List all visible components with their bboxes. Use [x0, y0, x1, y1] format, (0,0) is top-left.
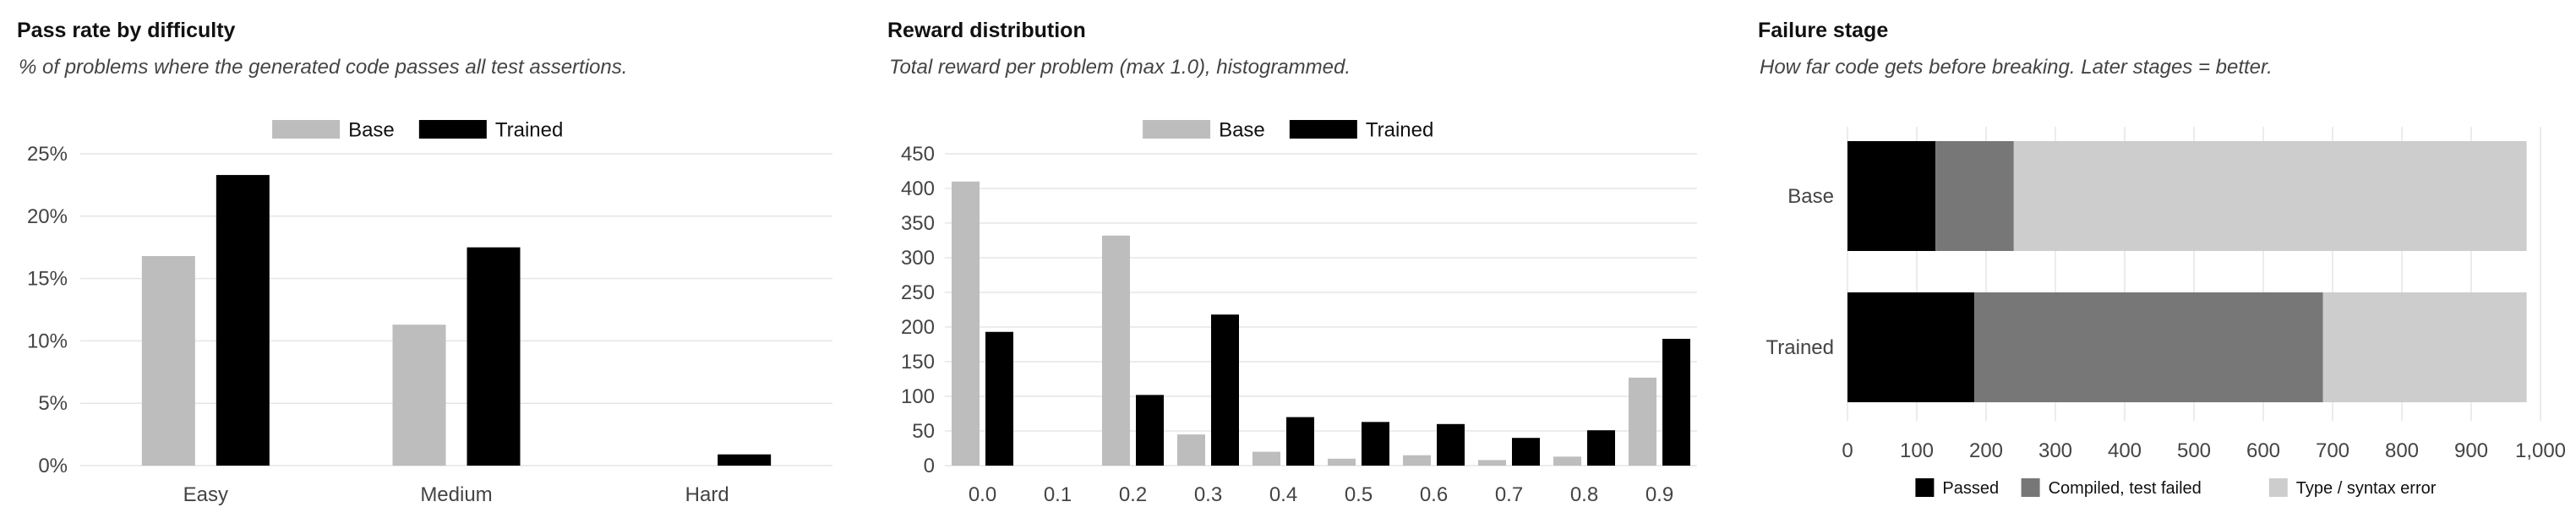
bar-trained-0.4 — [1286, 417, 1314, 466]
y-tick-label: 0% — [38, 455, 68, 477]
bar-trained-medium — [467, 247, 521, 466]
x-tick-label: 0.8 — [1570, 483, 1598, 506]
chart-subtitle: How far code gets before breaking. Later… — [1760, 56, 2273, 79]
bar-trained-0.0 — [985, 331, 1013, 466]
bar-base-0.7 — [1478, 460, 1506, 466]
chart-title: Reward distribution — [887, 19, 1086, 42]
x-tick-label: 400 — [2108, 439, 2142, 462]
bar-trained-type-syntax-error — [2322, 292, 2527, 402]
pass-rate-panel: Pass rate by difficulty % of problems wh… — [0, 0, 845, 529]
x-tick-label: 0.5 — [1345, 483, 1373, 506]
legend-swatch-trained — [418, 120, 487, 139]
y-tick-label: 350 — [901, 212, 935, 235]
bar-trained-compiled-test-failed — [1974, 292, 2323, 402]
legend-label-compiled-test-failed: Compiled, test failed — [2049, 479, 2202, 498]
x-tick-label: 600 — [2246, 439, 2280, 462]
bar-trained-0.3 — [1211, 314, 1239, 466]
failure-stage-chart: 0 100 200 300 400 500 600 700 800 900 1,000 Base Tra… — [1766, 127, 2566, 498]
x-tick-label: 700 — [2316, 439, 2350, 462]
failure-stage-panel: Failure stage How far code gets before b… — [1741, 0, 2576, 529]
x-tick-label: 0.1 — [1044, 483, 1072, 506]
y-tick-label: 5% — [38, 392, 68, 415]
x-tick-label: 1,000 — [2515, 439, 2566, 462]
y-tick-label: 150 — [901, 351, 935, 374]
bar-trained-hard — [718, 454, 772, 466]
legend-label-type-syntax-error: Type / syntax error — [2296, 479, 2437, 498]
y-tick-label: 50 — [912, 420, 935, 443]
bar-base-0.2 — [1102, 235, 1130, 466]
reward-distribution-panel: Reward distribution Total reward per pro… — [870, 0, 1716, 529]
legend-swatch-passed — [1915, 478, 1935, 497]
y-tick-label: 250 — [901, 281, 935, 304]
y-tick-label: 200 — [901, 316, 935, 339]
bar-base-type-syntax-error — [2013, 141, 2527, 251]
bar-base-0.0 — [952, 181, 980, 466]
bar-trained-easy — [216, 175, 270, 466]
x-tick-label: 0.7 — [1495, 483, 1523, 506]
legend-label-passed: Passed — [1942, 479, 1999, 498]
chart-title: Pass rate by difficulty — [17, 19, 236, 42]
x-tick-label: 0.3 — [1194, 483, 1222, 506]
x-tick-label: 800 — [2385, 439, 2419, 462]
x-tick-label: Easy — [183, 483, 228, 506]
bar-trained-0.7 — [1512, 438, 1540, 466]
bar-base-0.6 — [1403, 455, 1431, 466]
bar-base-0.9 — [1629, 377, 1656, 466]
legend-swatch-compiled-test-failed — [2021, 478, 2040, 497]
bar-trained-0.6 — [1437, 423, 1465, 466]
x-tick-label: 0.2 — [1119, 483, 1147, 506]
legend-label-base: Base — [1219, 119, 1265, 142]
legend-swatch-type-syntax-error — [2268, 478, 2288, 497]
x-tick-label: 0.4 — [1269, 483, 1297, 506]
y-tick-label: Base — [1787, 185, 1834, 208]
chart-subtitle: % of problems where the generated code p… — [19, 56, 628, 79]
x-tick-label: 900 — [2454, 439, 2488, 462]
x-tick-label: 200 — [1969, 439, 2003, 462]
x-tick-label: 0.0 — [969, 483, 996, 506]
y-tick-label: 25% — [27, 143, 68, 166]
x-tick-label: 0 — [1842, 439, 1853, 462]
legend-swatch-base — [272, 120, 341, 139]
bar-trained-0.2 — [1136, 395, 1164, 466]
x-tick-label: 300 — [2038, 439, 2072, 462]
bar-base-passed — [1847, 141, 1936, 251]
y-tick-label: Trained — [1766, 336, 1834, 359]
y-tick-label: 450 — [901, 143, 935, 166]
bar-trained-0.5 — [1362, 422, 1389, 466]
x-tick-label: 0.9 — [1645, 483, 1673, 506]
y-tick-label: 300 — [901, 247, 935, 270]
legend-swatch-trained — [1289, 120, 1357, 139]
legend-swatch-base — [1143, 120, 1211, 139]
chart-title: Failure stage — [1758, 19, 1889, 42]
bar-base-easy — [141, 256, 195, 466]
pass-rate-chart: 0% 5% 10% 15% 20% 25% Easy Medium Hard Base Traine… — [27, 119, 832, 506]
y-tick-label: 15% — [27, 268, 68, 291]
y-tick-label: 20% — [27, 205, 68, 228]
legend-label-trained: Trained — [495, 119, 563, 142]
x-tick-label: Hard — [685, 483, 729, 506]
bar-base-medium — [392, 324, 446, 466]
legend-label-base: Base — [348, 119, 395, 142]
bar-trained-0.9 — [1662, 338, 1690, 466]
chart-subtitle: Total reward per problem (max 1.0), hist… — [889, 56, 1351, 79]
x-tick-label: 500 — [2177, 439, 2211, 462]
y-tick-label: 10% — [27, 330, 68, 352]
bar-base-0.3 — [1177, 434, 1205, 466]
y-tick-label: 100 — [901, 385, 935, 408]
bar-base-0.4 — [1253, 451, 1280, 466]
bar-trained-passed — [1847, 292, 1975, 402]
y-tick-label: 400 — [901, 177, 935, 200]
x-tick-label: 100 — [1900, 439, 1934, 462]
bar-base-0.8 — [1553, 456, 1581, 466]
x-tick-label: Medium — [420, 483, 492, 506]
y-tick-label: 0 — [924, 455, 935, 477]
bar-trained-0.8 — [1587, 430, 1615, 466]
reward-distribution-chart: 0 50 100 150 200 250 300 350 400 450 0.0 0.1 0.2 0.3 0… — [901, 119, 1697, 506]
bar-base-compiled-test-failed — [1935, 141, 2014, 251]
legend-label-trained: Trained — [1366, 119, 1433, 142]
x-tick-label: 0.6 — [1420, 483, 1448, 506]
bar-base-0.5 — [1328, 458, 1356, 466]
